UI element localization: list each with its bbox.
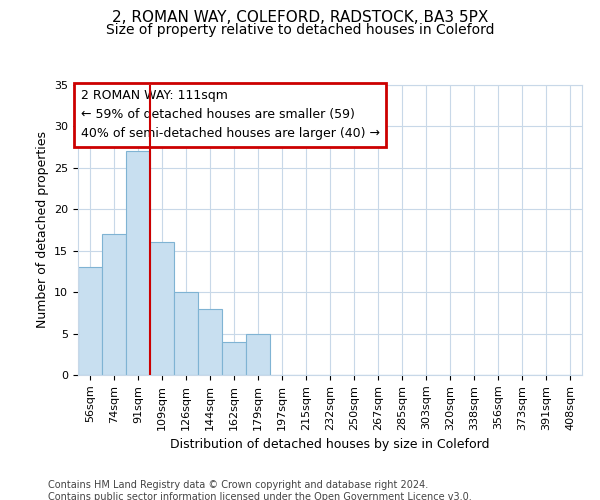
Bar: [126, 152, 150, 375]
Text: 2, ROMAN WAY, COLEFORD, RADSTOCK, BA3 5PX: 2, ROMAN WAY, COLEFORD, RADSTOCK, BA3 5P…: [112, 10, 488, 25]
Y-axis label: Number of detached properties: Number of detached properties: [35, 132, 49, 328]
Text: 2 ROMAN WAY: 111sqm
← 59% of detached houses are smaller (59)
40% of semi-detach: 2 ROMAN WAY: 111sqm ← 59% of detached ho…: [80, 90, 380, 140]
Bar: [222, 342, 246, 375]
Text: Size of property relative to detached houses in Coleford: Size of property relative to detached ho…: [106, 23, 494, 37]
X-axis label: Distribution of detached houses by size in Coleford: Distribution of detached houses by size …: [170, 438, 490, 451]
Bar: [174, 292, 198, 375]
Bar: [198, 308, 222, 375]
Bar: [246, 334, 270, 375]
Bar: [102, 234, 126, 375]
Bar: [78, 268, 102, 375]
Text: Contains HM Land Registry data © Crown copyright and database right 2024.
Contai: Contains HM Land Registry data © Crown c…: [48, 480, 472, 500]
Bar: [150, 242, 174, 375]
